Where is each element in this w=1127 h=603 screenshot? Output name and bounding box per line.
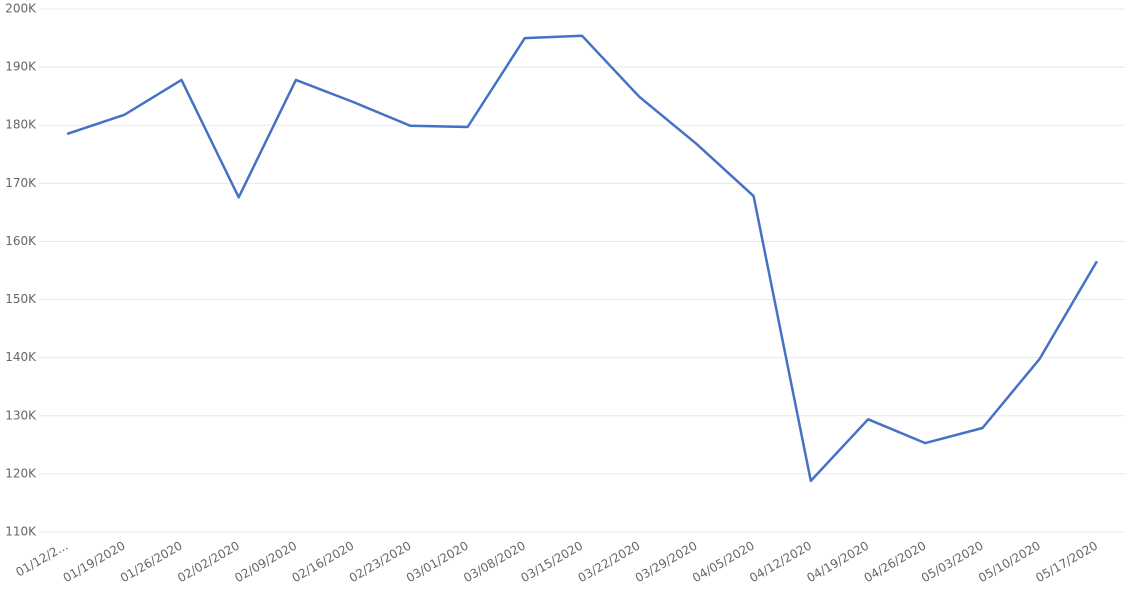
data-line: [66, 34, 1098, 483]
y-tick-label: 200K: [5, 2, 37, 16]
x-tick-label: 03/01/2020: [404, 539, 471, 586]
x-tick-label: 05/03/2020: [919, 539, 986, 586]
y-tick-label: 120K: [5, 466, 37, 480]
x-tick-label: 03/15/2020: [518, 539, 585, 586]
x-tick-label: 03/08/2020: [461, 539, 528, 586]
y-tick-label: 110K: [5, 525, 37, 539]
y-tick-label: 130K: [5, 408, 37, 422]
x-tick-label: 01/26/2020: [118, 539, 185, 586]
x-tick-label: 05/10/2020: [976, 539, 1043, 586]
x-tick-label: 01/19/2020: [61, 539, 128, 586]
x-tick-label: 02/09/2020: [232, 539, 299, 586]
x-tick-label: 02/23/2020: [347, 539, 414, 586]
x-tick-label: 02/16/2020: [290, 539, 357, 586]
x-tick-label: 02/02/2020: [175, 539, 242, 586]
x-tick-label: 04/26/2020: [862, 539, 929, 586]
x-tick-label: 03/22/2020: [576, 539, 643, 586]
x-tick-label: 04/12/2020: [747, 539, 814, 586]
y-tick-label: 190K: [5, 60, 37, 74]
y-tick-label: 170K: [5, 176, 37, 190]
x-tick-label: 04/05/2020: [690, 539, 757, 586]
y-tick-label: 180K: [5, 118, 37, 132]
y-tick-label: 160K: [5, 234, 37, 248]
y-tick-label: 140K: [5, 350, 37, 364]
x-tick-label: 04/19/2020: [804, 539, 871, 586]
x-tick-label: 03/29/2020: [633, 539, 700, 586]
x-tick-label: 05/17/2020: [1033, 539, 1100, 586]
y-tick-label: 150K: [5, 292, 37, 306]
